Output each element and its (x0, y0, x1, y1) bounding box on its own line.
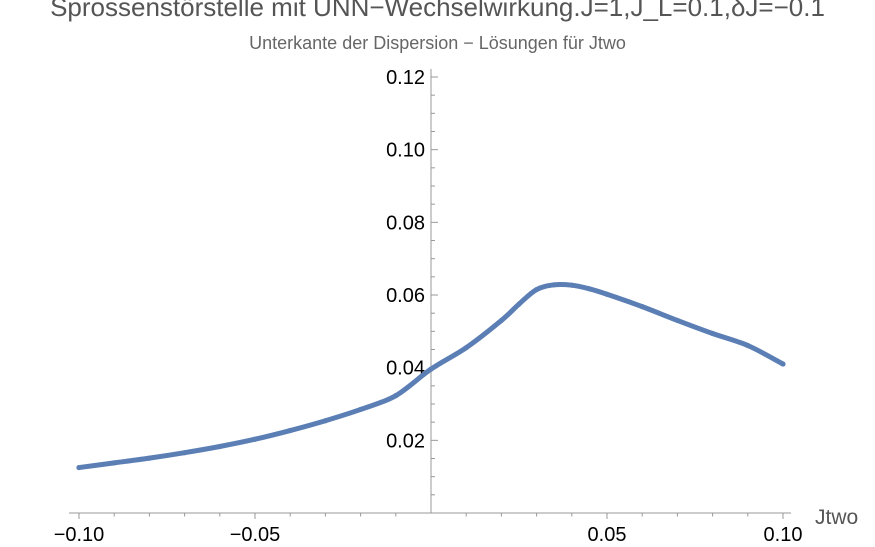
x-axis-label: Jtwo (815, 506, 858, 529)
data-point (252, 436, 258, 442)
data-point (604, 291, 610, 297)
chart-title: Sprossenstörstelle mit UNN−Wechselwirkun… (50, 0, 825, 22)
y-tick-label: 0.02 (386, 430, 425, 452)
data-point (428, 366, 434, 372)
data-point (534, 286, 540, 293)
data-point (569, 282, 575, 288)
axes (69, 69, 791, 514)
data-point (586, 286, 593, 292)
data-point (780, 361, 786, 367)
ticks (78, 76, 784, 519)
chart-subtitle: Unterkante der Dispersion − Lösungen für… (249, 33, 626, 53)
data-point (358, 406, 364, 413)
data-point (146, 455, 152, 461)
data-point (498, 317, 504, 324)
data-point (287, 427, 293, 434)
data-point (516, 301, 522, 307)
y-tick-label: 0.12 (386, 67, 425, 89)
data-point (674, 317, 681, 324)
tick-labels: −0.10 −0.05 0.05 0.10 0.02 0.04 0.06 0.08 0.10 0.… (54, 67, 803, 546)
data-point (463, 345, 469, 351)
x-tick-label: 0.10 (764, 524, 803, 546)
data-point (393, 393, 399, 399)
y-tick-label: 0.04 (386, 358, 425, 380)
data-point (551, 282, 557, 288)
y-tick-label: 0.10 (386, 140, 425, 162)
data-point (710, 330, 716, 337)
y-tick-label: 0.06 (386, 285, 425, 307)
data-point (111, 460, 117, 466)
x-tick-label: 0.05 (588, 524, 627, 546)
data-point (639, 304, 645, 310)
data-point (182, 450, 188, 456)
x-tick-label: −0.10 (54, 524, 105, 546)
data-point (217, 443, 223, 450)
x-tick-label: −0.05 (230, 524, 281, 546)
series-line (76, 281, 786, 471)
data-point (76, 464, 82, 471)
y-tick-label: 0.08 (386, 212, 425, 234)
data-point (745, 342, 751, 349)
series-layer (76, 281, 786, 471)
data-point (322, 418, 328, 424)
